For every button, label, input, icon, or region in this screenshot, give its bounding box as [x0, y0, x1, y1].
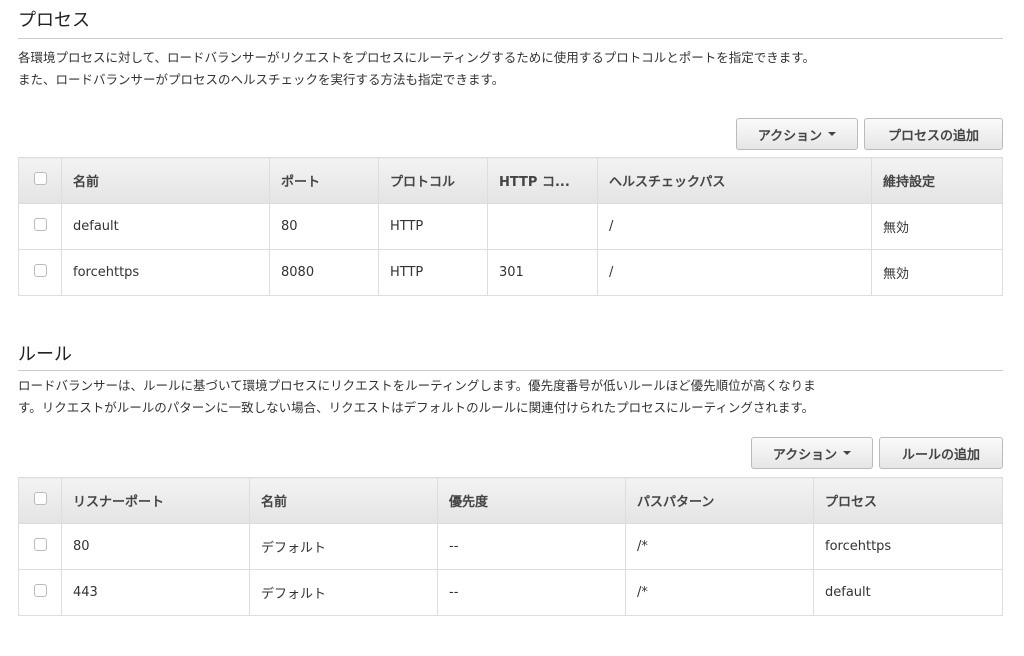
table-row[interactable]: default 80 HTTP / 無効 [18, 203, 1003, 250]
caret-down-icon [843, 451, 852, 455]
rules-description: ロードバランサーは、ルールに基づいて環境プロセスにリクエストをルーティングします… [18, 375, 1008, 419]
description-line: す。リクエストがルールのパターンに一致しない場合、リクエストはデフォルトのルール… [18, 400, 815, 415]
table-header: 名前 ポート プロトコル HTTP コ... ヘルスチェックパス 維持設定 [18, 157, 1003, 204]
column-header[interactable]: パスパターン [625, 477, 814, 524]
select-all-cell [18, 157, 62, 204]
cell: HTTP [378, 249, 488, 296]
add-rule-button[interactable]: ルールの追加 [879, 437, 1003, 469]
cell: /* [625, 523, 814, 570]
column-header[interactable]: ポート [269, 157, 379, 204]
cell: デフォルト [249, 523, 438, 570]
column-header[interactable]: プロセス [813, 477, 1003, 524]
process-actions-button[interactable]: アクション [736, 118, 858, 150]
select-all-cell [18, 477, 62, 524]
cell: default [61, 203, 270, 250]
cell: デフォルト [249, 569, 438, 616]
cell: 80 [269, 203, 379, 250]
cell: HTTP [378, 203, 488, 250]
divider [18, 370, 1003, 371]
select-all-checkbox[interactable] [33, 172, 47, 185]
column-header[interactable]: プロトコル [378, 157, 488, 204]
column-header[interactable]: ヘルスチェックパス [597, 157, 872, 204]
rule-actions-button[interactable]: アクション [751, 437, 873, 469]
table-row[interactable]: 80 デフォルト -- /* forcehttps [18, 523, 1003, 570]
column-header[interactable]: HTTP コ... [487, 157, 598, 204]
row-select-cell [18, 523, 62, 570]
cell [487, 203, 598, 250]
table-row[interactable]: 443 デフォルト -- /* default [18, 569, 1003, 616]
cell: 無効 [871, 203, 1003, 250]
rules-title: ルール [18, 344, 72, 365]
cell: forcehttps [813, 523, 1003, 570]
cell: -- [437, 523, 626, 570]
table-header: リスナーポート 名前 優先度 パスパターン プロセス [18, 477, 1003, 524]
column-header[interactable]: リスナーポート [61, 477, 250, 524]
cell: forcehttps [61, 249, 270, 296]
cell: default [813, 569, 1003, 616]
caret-down-icon [828, 132, 837, 136]
row-checkbox[interactable] [33, 264, 47, 277]
column-header[interactable]: 名前 [61, 157, 270, 204]
cell: 301 [487, 249, 598, 296]
processes-title: プロセス [18, 10, 90, 31]
divider [18, 38, 1003, 39]
cell: / [597, 203, 872, 250]
table-row[interactable]: forcehttps 8080 HTTP 301 / 無効 [18, 249, 1003, 296]
description-line: 各環境プロセスに対して、ロードバランサーがリクエストをプロセスにルーティングする… [18, 50, 816, 65]
rules-table: リスナーポート 名前 優先度 パスパターン プロセス 80 デフォルト -- /… [18, 477, 1003, 616]
cell: 443 [61, 569, 250, 616]
column-header[interactable]: 名前 [249, 477, 438, 524]
row-select-cell [18, 569, 62, 616]
row-checkbox[interactable] [33, 584, 47, 597]
cell: 80 [61, 523, 250, 570]
column-header[interactable]: 維持設定 [871, 157, 1003, 204]
cell: /* [625, 569, 814, 616]
cell: 無効 [871, 249, 1003, 296]
row-checkbox[interactable] [33, 218, 47, 231]
cell: / [597, 249, 872, 296]
cell: 8080 [269, 249, 379, 296]
button-label: アクション [757, 128, 823, 144]
description-line: ロードバランサーは、ルールに基づいて環境プロセスにリクエストをルーティングします… [18, 378, 816, 393]
row-checkbox[interactable] [33, 538, 47, 551]
processes-table: 名前 ポート プロトコル HTTP コ... ヘルスチェックパス 維持設定 de… [18, 157, 1003, 296]
cell: -- [437, 569, 626, 616]
processes-description: 各環境プロセスに対して、ロードバランサーがリクエストをプロセスにルーティングする… [18, 47, 1008, 91]
description-line: また、ロードバランサーがプロセスのヘルスチェックを実行する方法も指定できます。 [18, 72, 505, 87]
row-select-cell [18, 249, 62, 296]
button-label: アクション [772, 447, 838, 463]
select-all-checkbox[interactable] [33, 492, 47, 505]
row-select-cell [18, 203, 62, 250]
add-process-button[interactable]: プロセスの追加 [864, 118, 1003, 150]
column-header[interactable]: 優先度 [437, 477, 626, 524]
